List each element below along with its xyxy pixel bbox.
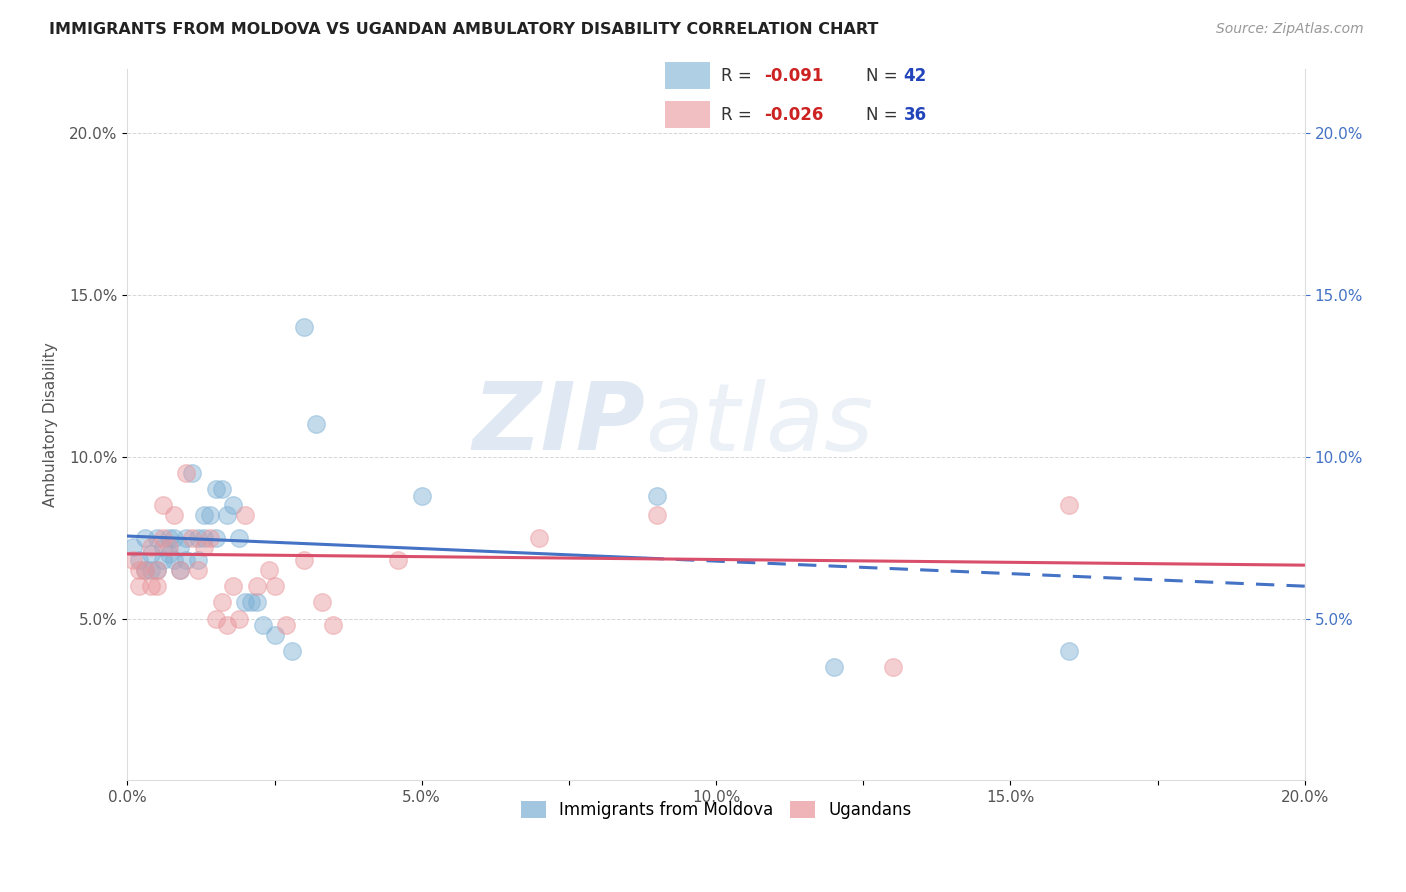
- Point: [198, 531, 221, 545]
- Point: [882, 660, 904, 674]
- Point: [157, 541, 180, 555]
- Point: [128, 579, 150, 593]
- Point: [187, 563, 209, 577]
- Point: [152, 498, 174, 512]
- Point: [187, 531, 209, 545]
- Point: [181, 531, 204, 545]
- Point: [163, 508, 186, 522]
- Point: [246, 579, 269, 593]
- Point: [246, 595, 269, 609]
- Point: [122, 553, 145, 567]
- Point: [292, 320, 315, 334]
- Point: [217, 508, 239, 522]
- Point: [322, 618, 344, 632]
- Point: [211, 482, 233, 496]
- Point: [193, 531, 215, 545]
- Point: [122, 541, 145, 555]
- Point: [152, 553, 174, 567]
- Text: N =: N =: [866, 105, 903, 123]
- Point: [193, 541, 215, 555]
- Point: [239, 595, 262, 609]
- Point: [263, 579, 285, 593]
- Point: [257, 563, 280, 577]
- Text: -0.091: -0.091: [763, 67, 823, 85]
- Point: [204, 531, 226, 545]
- Point: [169, 563, 191, 577]
- Point: [1059, 498, 1081, 512]
- Point: [263, 628, 285, 642]
- Point: [163, 553, 186, 567]
- Point: [134, 531, 156, 545]
- Point: [645, 508, 668, 522]
- Point: [128, 563, 150, 577]
- Point: [152, 541, 174, 555]
- Point: [139, 579, 162, 593]
- Text: R =: R =: [721, 67, 756, 85]
- Point: [311, 595, 333, 609]
- Point: [157, 531, 180, 545]
- Text: N =: N =: [866, 67, 903, 85]
- Point: [292, 553, 315, 567]
- Point: [134, 563, 156, 577]
- Point: [228, 531, 250, 545]
- Point: [204, 482, 226, 496]
- Point: [169, 563, 191, 577]
- Point: [139, 563, 162, 577]
- Point: [233, 508, 256, 522]
- Point: [145, 563, 167, 577]
- Point: [222, 498, 245, 512]
- Point: [139, 541, 162, 555]
- Legend: Immigrants from Moldova, Ugandans: Immigrants from Moldova, Ugandans: [515, 794, 918, 825]
- Point: [174, 553, 197, 567]
- Text: -0.026: -0.026: [763, 105, 823, 123]
- Point: [211, 595, 233, 609]
- Text: R =: R =: [721, 105, 756, 123]
- Text: atlas: atlas: [645, 379, 873, 470]
- Point: [145, 531, 167, 545]
- Point: [281, 644, 304, 658]
- Text: Source: ZipAtlas.com: Source: ZipAtlas.com: [1216, 22, 1364, 37]
- Text: ZIP: ZIP: [472, 378, 645, 470]
- Point: [217, 618, 239, 632]
- Text: 42: 42: [904, 67, 927, 85]
- Point: [529, 531, 551, 545]
- Point: [145, 579, 167, 593]
- Point: [276, 618, 298, 632]
- Point: [228, 611, 250, 625]
- Point: [181, 466, 204, 480]
- Point: [145, 563, 167, 577]
- Point: [233, 595, 256, 609]
- FancyBboxPatch shape: [665, 62, 710, 89]
- Text: IMMIGRANTS FROM MOLDOVA VS UGANDAN AMBULATORY DISABILITY CORRELATION CHART: IMMIGRANTS FROM MOLDOVA VS UGANDAN AMBUL…: [49, 22, 879, 37]
- Point: [411, 489, 433, 503]
- Point: [305, 417, 328, 432]
- Point: [187, 553, 209, 567]
- Point: [139, 547, 162, 561]
- Y-axis label: Ambulatory Disability: Ambulatory Disability: [44, 342, 58, 507]
- Point: [204, 611, 226, 625]
- Point: [252, 618, 274, 632]
- Point: [1059, 644, 1081, 658]
- Point: [157, 547, 180, 561]
- Point: [134, 563, 156, 577]
- Point: [222, 579, 245, 593]
- Point: [387, 553, 409, 567]
- Point: [193, 508, 215, 522]
- FancyBboxPatch shape: [665, 101, 710, 128]
- Point: [174, 466, 197, 480]
- Point: [128, 553, 150, 567]
- Point: [823, 660, 845, 674]
- Point: [152, 531, 174, 545]
- Point: [163, 531, 186, 545]
- Text: 36: 36: [904, 105, 927, 123]
- Point: [645, 489, 668, 503]
- Point: [169, 541, 191, 555]
- Point: [198, 508, 221, 522]
- Point: [174, 531, 197, 545]
